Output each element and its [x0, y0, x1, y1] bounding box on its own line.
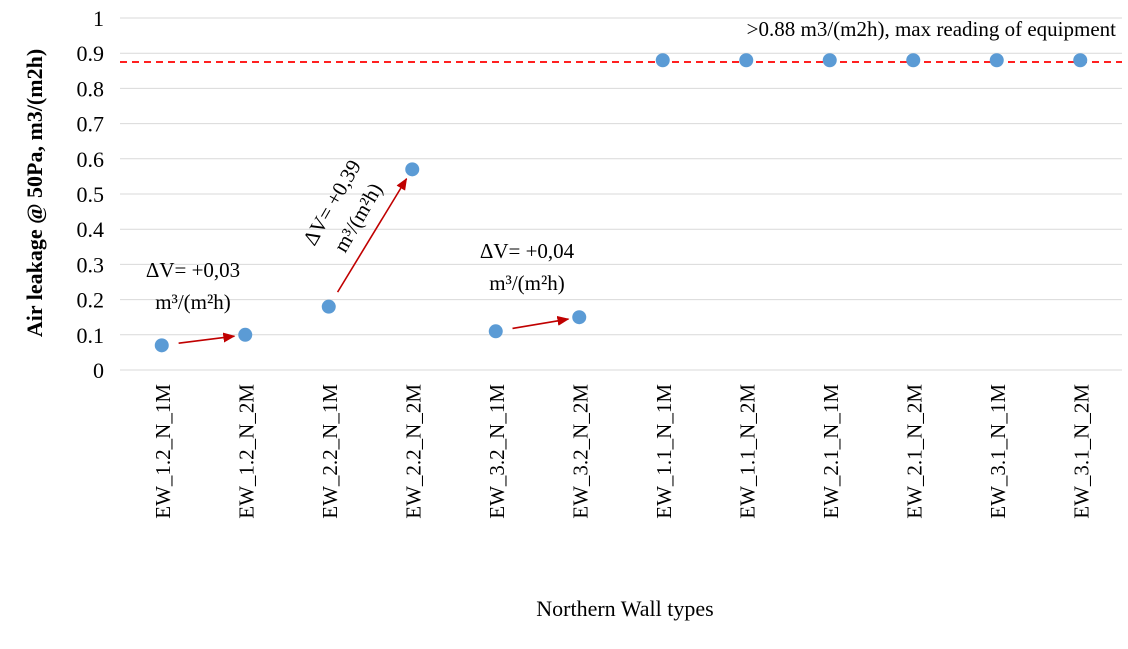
x-tick-label: EW_2.1_N_2M — [902, 384, 926, 519]
y-tick-label: 0.5 — [77, 182, 105, 207]
x-tick-label: EW_2.2_N_2M — [401, 384, 425, 519]
x-tick-label: EW_1.1_N_2M — [735, 384, 759, 519]
y-tick-label: 1 — [93, 6, 104, 31]
annotation-line: m³/(m²h) — [489, 271, 565, 295]
data-point — [154, 338, 169, 353]
y-tick-label: 0.4 — [77, 217, 105, 242]
data-point — [488, 324, 503, 339]
x-tick-label: EW_3.2_N_1M — [485, 384, 509, 519]
difference-arrow — [336, 177, 408, 293]
data-point — [1073, 53, 1088, 68]
y-tick-label: 0.3 — [77, 252, 105, 277]
x-tick-label: EW_3.2_N_2M — [568, 384, 592, 519]
difference-arrow — [178, 332, 236, 345]
arrows-layer — [178, 177, 570, 345]
data-point — [906, 53, 921, 68]
y-tick-label: 0.6 — [77, 147, 105, 172]
annotation-line: ΔV= +0,04 — [480, 239, 575, 263]
y-tick-label: 0.8 — [77, 76, 105, 101]
annotation-line: m³/(m²h) — [155, 290, 231, 314]
y-axis-title: Air leakage @ 50Pa, m3/(m2h) — [22, 49, 47, 337]
y-tick-label: 0 — [93, 358, 104, 383]
x-tick-label: EW_2.1_N_1M — [819, 384, 843, 519]
y-axis-ticks: 0 0.1 0.2 0.3 0.4 0.5 0.6 0.7 0.8 0.9 1 — [77, 6, 105, 383]
x-tick-label: EW_1.1_N_1M — [652, 384, 676, 519]
x-tick-label: EW_1.2_N_2M — [234, 384, 258, 519]
x-tick-label: EW_3.1_N_1M — [986, 384, 1010, 519]
x-tick-label: EW_2.2_N_1M — [318, 384, 342, 519]
data-point — [405, 162, 420, 177]
data-point — [572, 310, 587, 325]
gridlines — [120, 17, 1122, 371]
data-point — [822, 53, 837, 68]
data-point — [655, 53, 670, 68]
annotation-arrow-1: ΔV= +0,03 m³/(m²h) — [146, 258, 240, 314]
data-point — [739, 53, 754, 68]
annotation-line: ΔV= +0,03 — [146, 258, 240, 282]
data-point — [321, 299, 336, 314]
annotation-arrow-3: ΔV= +0,04 m³/(m²h) — [480, 239, 575, 295]
difference-arrow — [512, 315, 570, 330]
y-tick-label: 0.2 — [77, 288, 105, 313]
y-tick-label: 0.1 — [77, 323, 105, 348]
y-tick-label: 0.7 — [77, 112, 105, 137]
threshold-label: >0.88 m3/(m2h), max reading of equipment — [747, 17, 1117, 41]
x-axis-title: Northern Wall types — [536, 596, 713, 621]
data-points — [154, 53, 1088, 353]
data-point — [989, 53, 1004, 68]
data-point — [238, 327, 253, 342]
x-axis-ticks: EW_1.2_N_1M EW_1.2_N_2M EW_2.2_N_1M EW_2.2_… — [151, 384, 1094, 519]
y-tick-label: 0.9 — [77, 41, 105, 66]
threshold-layer: >0.88 m3/(m2h), max reading of equipment — [120, 17, 1122, 63]
x-tick-label: EW_1.2_N_1M — [151, 384, 175, 519]
x-tick-label: EW_3.1_N_2M — [1069, 384, 1093, 519]
